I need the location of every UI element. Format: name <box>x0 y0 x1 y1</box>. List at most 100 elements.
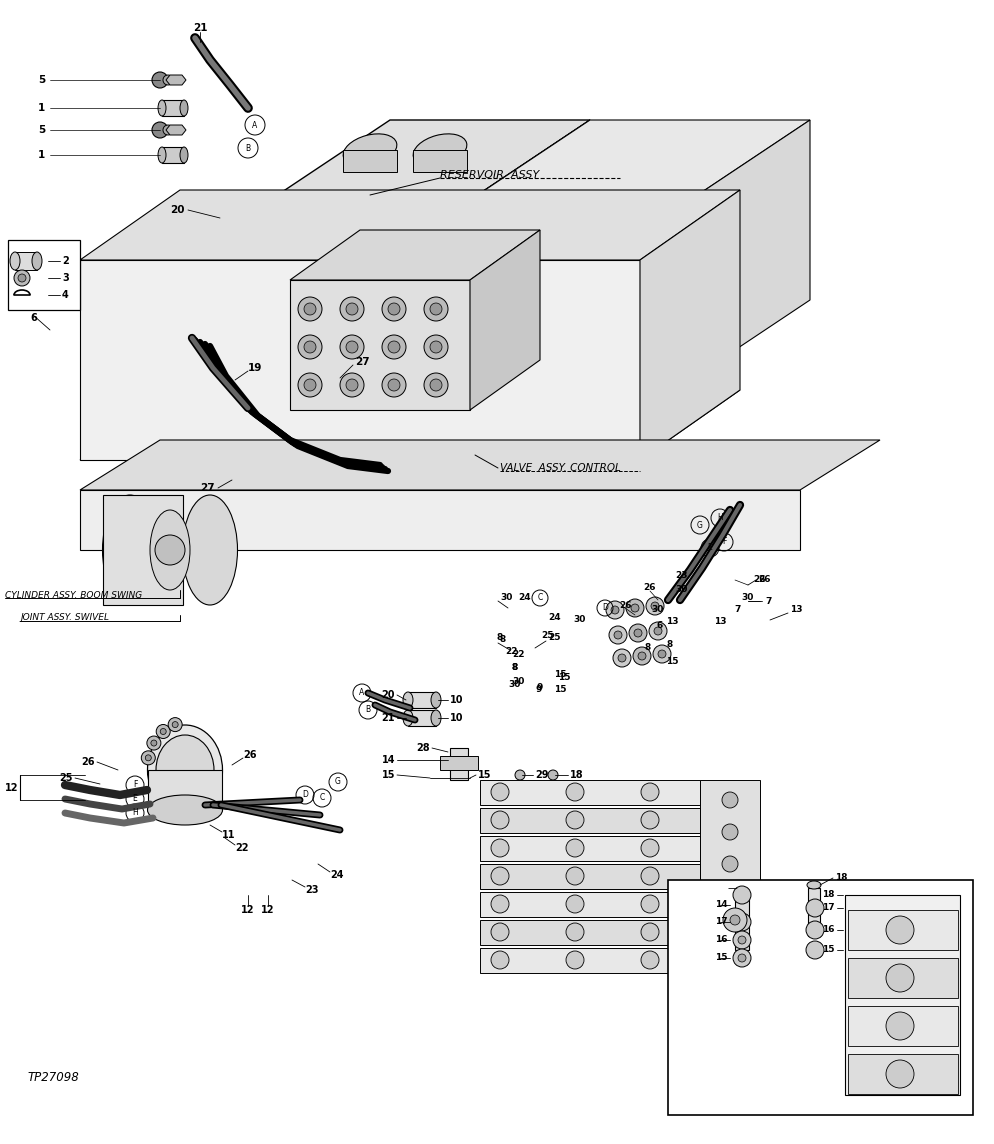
Text: 30: 30 <box>675 586 688 595</box>
Text: 8: 8 <box>511 664 518 673</box>
Circle shape <box>346 379 358 391</box>
Bar <box>408 692 435 708</box>
Circle shape <box>613 631 621 639</box>
Polygon shape <box>847 1054 957 1094</box>
Text: E: E <box>707 543 712 553</box>
Text: 21: 21 <box>381 713 395 723</box>
Circle shape <box>14 270 30 286</box>
Text: JOINT ASSY. SWIVEL: JOINT ASSY. SWIVEL <box>20 613 109 622</box>
Text: 20: 20 <box>381 690 395 700</box>
Circle shape <box>723 908 746 932</box>
Circle shape <box>738 954 746 962</box>
Circle shape <box>640 923 658 942</box>
Text: 19: 19 <box>248 363 262 373</box>
Polygon shape <box>479 780 700 805</box>
Circle shape <box>722 952 738 968</box>
Text: E: E <box>132 794 137 803</box>
Text: B: B <box>365 706 370 715</box>
Text: 23: 23 <box>305 885 318 895</box>
Circle shape <box>730 915 740 925</box>
Bar <box>162 146 184 162</box>
Text: F: F <box>132 780 137 789</box>
Circle shape <box>382 335 406 359</box>
Text: 14: 14 <box>715 900 728 909</box>
Text: 30: 30 <box>574 615 585 625</box>
Bar <box>148 770 222 810</box>
Polygon shape <box>479 836 700 861</box>
Text: CYLINDER ASSY. BOOM SWING: CYLINDER ASSY. BOOM SWING <box>5 590 142 599</box>
Polygon shape <box>469 230 540 410</box>
Text: 24: 24 <box>330 869 343 880</box>
Text: 5: 5 <box>38 125 45 135</box>
Ellipse shape <box>413 134 466 166</box>
Circle shape <box>885 1012 913 1040</box>
Circle shape <box>566 839 583 857</box>
Circle shape <box>382 297 406 321</box>
Circle shape <box>152 72 168 88</box>
Circle shape <box>645 597 663 615</box>
Circle shape <box>340 335 364 359</box>
Text: RESERVOIR  ASSY: RESERVOIR ASSY <box>439 170 539 180</box>
Circle shape <box>490 923 509 942</box>
Bar <box>103 495 183 605</box>
Polygon shape <box>166 76 186 85</box>
Circle shape <box>346 341 358 353</box>
Ellipse shape <box>150 510 190 590</box>
Text: 18: 18 <box>834 874 847 882</box>
Circle shape <box>429 341 441 353</box>
Text: 8: 8 <box>512 664 518 673</box>
Text: 7: 7 <box>735 605 741 614</box>
Circle shape <box>805 921 823 939</box>
Circle shape <box>172 722 178 728</box>
Polygon shape <box>847 1006 957 1046</box>
Polygon shape <box>289 280 469 410</box>
Circle shape <box>304 379 316 391</box>
Text: 6: 6 <box>30 313 37 323</box>
Circle shape <box>490 782 509 801</box>
Text: 26: 26 <box>243 750 256 760</box>
Circle shape <box>388 303 400 315</box>
Bar <box>667 880 972 1115</box>
Circle shape <box>346 303 358 315</box>
Polygon shape <box>80 440 879 490</box>
Circle shape <box>738 936 746 944</box>
Ellipse shape <box>180 100 188 116</box>
Circle shape <box>885 1060 913 1088</box>
Circle shape <box>632 648 650 665</box>
Text: 12: 12 <box>261 905 274 915</box>
Polygon shape <box>269 120 589 200</box>
Ellipse shape <box>102 495 157 605</box>
Circle shape <box>733 885 750 904</box>
Text: 15: 15 <box>381 770 395 780</box>
Circle shape <box>608 626 626 644</box>
Text: 10: 10 <box>449 713 463 723</box>
Text: 15: 15 <box>554 685 566 694</box>
Text: 30: 30 <box>742 594 753 603</box>
Circle shape <box>637 652 645 660</box>
Text: 22: 22 <box>505 648 518 657</box>
Ellipse shape <box>156 734 214 805</box>
Text: 15: 15 <box>558 674 570 683</box>
Circle shape <box>625 599 643 617</box>
Polygon shape <box>469 120 589 380</box>
Circle shape <box>429 303 441 315</box>
Polygon shape <box>479 920 700 945</box>
Text: 8: 8 <box>666 641 673 650</box>
Ellipse shape <box>158 146 166 162</box>
Text: 13: 13 <box>789 605 802 614</box>
Circle shape <box>155 535 185 565</box>
Text: 18: 18 <box>822 890 834 899</box>
Circle shape <box>490 839 509 857</box>
Ellipse shape <box>180 146 188 162</box>
Ellipse shape <box>403 692 413 708</box>
Circle shape <box>605 601 623 619</box>
Ellipse shape <box>403 710 413 726</box>
Circle shape <box>490 951 509 969</box>
Circle shape <box>145 755 151 761</box>
Circle shape <box>657 650 665 658</box>
Polygon shape <box>700 780 759 1010</box>
Ellipse shape <box>806 881 820 889</box>
Text: 8: 8 <box>644 643 650 652</box>
Polygon shape <box>80 490 799 550</box>
Circle shape <box>566 867 583 885</box>
